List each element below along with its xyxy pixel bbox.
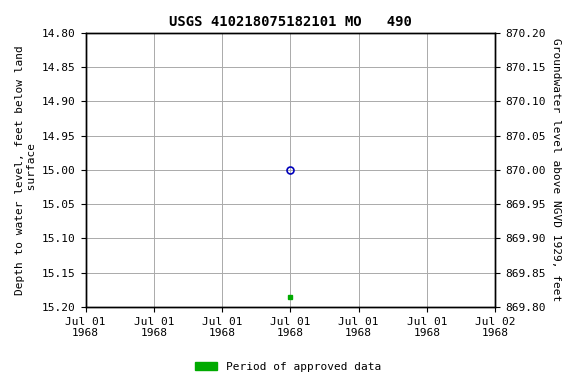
- Y-axis label: Groundwater level above NGVD 1929, feet: Groundwater level above NGVD 1929, feet: [551, 38, 561, 301]
- Title: USGS 410218075182101 MO   490: USGS 410218075182101 MO 490: [169, 15, 412, 29]
- Y-axis label: Depth to water level, feet below land
 surface: Depth to water level, feet below land su…: [15, 45, 37, 295]
- Legend: Period of approved data: Period of approved data: [191, 358, 385, 377]
